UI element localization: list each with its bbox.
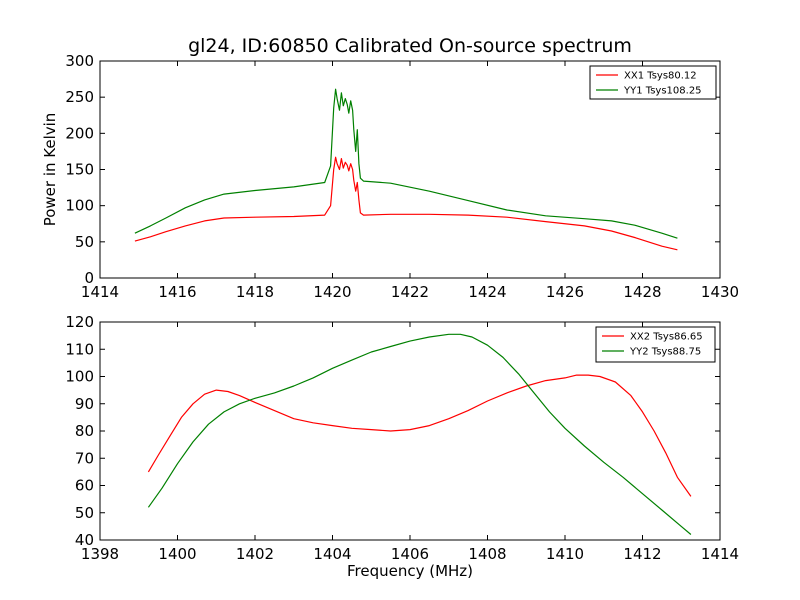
y-tick-label-1: 250 — [65, 88, 94, 106]
x-tick-label-1: 1416 — [158, 283, 196, 301]
y-tick-label-2: 110 — [65, 340, 94, 358]
y-tick-label-2: 90 — [75, 395, 94, 413]
x-tick-label-2: 1398 — [81, 545, 119, 563]
x-tick-label-2: 1402 — [236, 545, 274, 563]
legend-box-2 — [595, 326, 716, 363]
series-line-2-1 — [147, 374, 692, 497]
x-tick-label-2: 1408 — [468, 545, 506, 563]
x-tick-label-1: 1424 — [468, 283, 506, 301]
legend-label-1-2: YY1 Tsys108.25 — [623, 86, 702, 97]
x-tick-label-1: 1426 — [546, 283, 584, 301]
x-tick-label-1: 1414 — [81, 283, 119, 301]
x-tick-label-1: 1420 — [313, 283, 351, 301]
y-tick-label-2: 40 — [75, 531, 94, 549]
x-axis-label-2: Frequency (MHz) — [347, 562, 473, 580]
legend-label-1-1: XX1 Tsys80.12 — [624, 71, 697, 82]
x-tick-label-1: 1430 — [701, 283, 739, 301]
y-tick-label-2: 100 — [65, 368, 94, 386]
x-tick-label-2: 1406 — [391, 545, 429, 563]
legend-label-2-2: YY2 Tsys88.75 — [629, 347, 701, 358]
y-tick-label-1: 100 — [65, 197, 94, 215]
x-tick-label-1: 1422 — [391, 283, 429, 301]
y-tick-label-1: 50 — [75, 233, 94, 251]
y-tick-label-2: 80 — [75, 422, 94, 440]
y-tick-label-2: 70 — [75, 449, 94, 467]
series-line-1-1 — [134, 156, 678, 251]
legend-box-1 — [589, 65, 717, 100]
y-tick-label-1: 150 — [65, 161, 94, 179]
x-tick-label-2: 1400 — [158, 545, 196, 563]
x-tick-label-2: 1412 — [623, 545, 661, 563]
series-line-1-2 — [134, 88, 678, 239]
y-tick-label-1: 300 — [65, 52, 94, 70]
y-tick-label-2: 60 — [75, 477, 94, 495]
y-tick-label-1: 200 — [65, 124, 94, 142]
legend-label-2-1: XX2 Tsys86.65 — [630, 332, 703, 343]
chart-title: gl24, ID:60850 Calibrated On-source spec… — [188, 35, 632, 57]
y-tick-label-1: 0 — [84, 269, 94, 287]
x-tick-label-1: 1418 — [236, 283, 274, 301]
y-tick-label-2: 50 — [75, 504, 94, 522]
y-tick-label-2: 120 — [65, 313, 94, 331]
x-tick-label-2: 1410 — [546, 545, 584, 563]
series-line-2-2 — [147, 333, 692, 535]
x-tick-label-1: 1428 — [623, 283, 661, 301]
y-axis-label-1: Power in Kelvin — [41, 113, 59, 227]
x-tick-label-2: 1414 — [701, 545, 739, 563]
x-tick-label-2: 1404 — [313, 545, 351, 563]
